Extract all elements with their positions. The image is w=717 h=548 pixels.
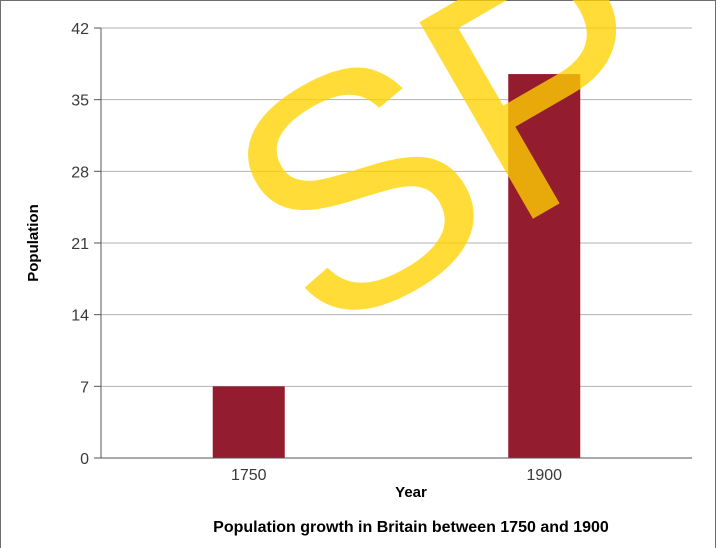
y-tick-label: 7	[80, 379, 89, 396]
bar-1750	[212, 386, 285, 458]
bar-1900	[508, 74, 581, 459]
x-axis-title: Year	[395, 484, 427, 501]
y-tick-label: 14	[71, 308, 89, 325]
y-tick-label: 0	[80, 451, 89, 468]
watermark-sp: SP	[169, 0, 717, 403]
bars	[212, 74, 581, 459]
x-tick-label: 1750	[231, 467, 267, 484]
y-tick-label: 28	[71, 164, 89, 181]
y-tick-label: 21	[71, 236, 89, 253]
y-tick-label: 35	[71, 93, 89, 110]
tick-labels: 0 7 14 21 28 35 42 1750 1900	[71, 21, 562, 484]
x-tick-label: 1900	[526, 467, 562, 484]
y-axis-title: Population	[25, 204, 42, 282]
axes	[94, 27, 692, 459]
y-tick-label: 42	[71, 21, 89, 38]
chart-title: Population growth in Britain between 175…	[213, 519, 609, 536]
